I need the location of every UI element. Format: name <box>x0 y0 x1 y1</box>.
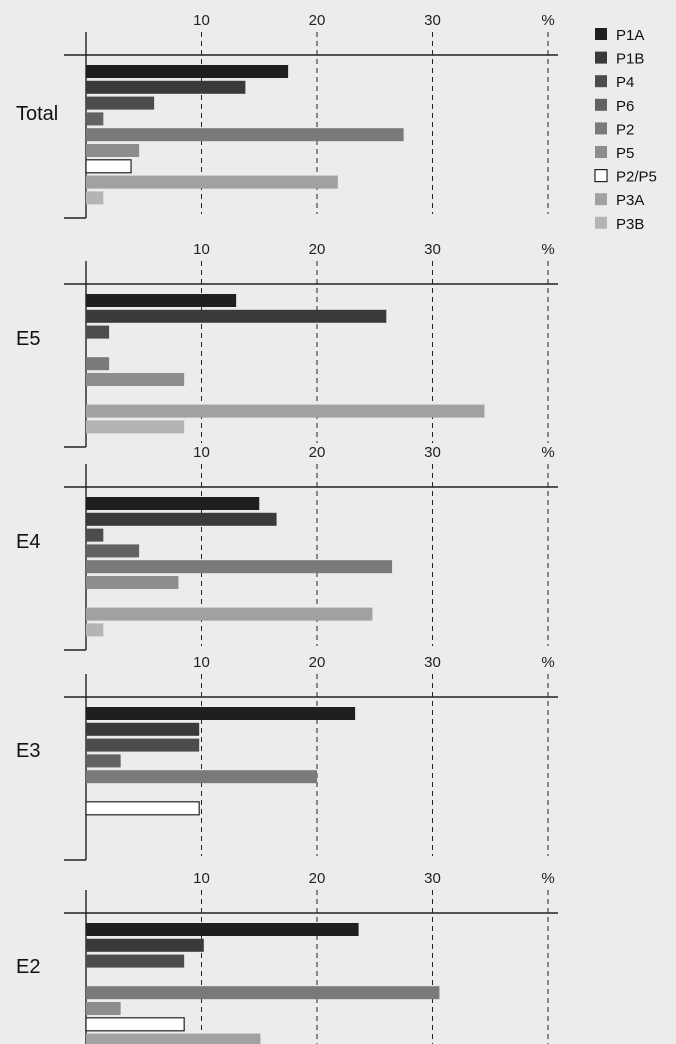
bar-p5 <box>86 576 179 589</box>
legend-swatch <box>595 28 607 40</box>
bar-p3b <box>86 420 185 434</box>
x-tick-label: 30 <box>424 444 441 461</box>
bar-p1b <box>86 80 246 94</box>
legend-label: P3A <box>616 192 644 209</box>
bar-p2-p5 <box>85 1017 185 1032</box>
legend-swatch <box>595 193 607 206</box>
x-tick-label: 10 <box>193 12 210 29</box>
bar-p1b <box>86 309 387 323</box>
bar-p2 <box>86 357 110 371</box>
bar-p6 <box>86 754 121 768</box>
x-tick-label: 20 <box>309 241 326 258</box>
legend-swatch <box>594 169 608 183</box>
bar-p5 <box>86 373 185 386</box>
bar-p2 <box>86 560 393 574</box>
bar-p1a <box>86 707 356 720</box>
bar-p1a <box>86 294 237 307</box>
panel-label: E5 <box>16 328 40 350</box>
bar-p3a <box>86 1033 261 1044</box>
panel-e3: 10 20 30 % E3 <box>16 654 558 861</box>
x-tick-label: 10 <box>193 654 210 671</box>
legend-swatch <box>595 51 607 64</box>
bar-p2 <box>86 128 404 142</box>
legend-label: P1A <box>616 27 644 44</box>
x-tick-label: 20 <box>309 870 326 887</box>
bar-p3b <box>86 623 104 637</box>
x-tick-label: 20 <box>309 12 326 29</box>
x-unit-label: % <box>541 444 554 461</box>
x-unit-label: % <box>541 241 554 258</box>
bar-p1b <box>86 938 204 952</box>
x-tick-label: 20 <box>309 654 326 671</box>
bar-p4 <box>86 325 110 339</box>
panel-total: 10 20 30 % Total <box>16 12 558 219</box>
legend-label: P4 <box>616 74 634 91</box>
legend-label: P1B <box>616 51 644 68</box>
x-tick-label: 30 <box>424 870 441 887</box>
x-tick-label: 30 <box>424 654 441 671</box>
bar-p4 <box>86 954 185 968</box>
bar-p5 <box>86 1002 121 1015</box>
legend-label: P2 <box>616 121 634 138</box>
legend-swatch <box>595 122 607 135</box>
panel-label: Total <box>16 103 58 125</box>
x-unit-label: % <box>541 654 554 671</box>
legend: P1A P1B P4 P6 P2 P5 P2/P5 P3A P3B <box>594 27 657 233</box>
legend-label: P6 <box>616 98 634 115</box>
bar-p4 <box>86 738 200 752</box>
x-tick-label: 30 <box>424 241 441 258</box>
panel-e5: 10 20 30 % E5 <box>16 241 558 448</box>
bar-p1b <box>86 512 277 526</box>
bar-p6 <box>86 544 140 558</box>
bar-p6 <box>86 112 104 126</box>
bar-p1a <box>86 65 289 78</box>
bar-p3b <box>86 191 104 205</box>
x-tick-label: 10 <box>193 444 210 461</box>
legend-label: P5 <box>616 145 634 162</box>
legend-swatch <box>595 216 607 229</box>
legend-swatch <box>595 75 607 88</box>
legend-label: P2/P5 <box>616 169 657 186</box>
panel-e2: 10 20 30 % E2 <box>16 870 558 1044</box>
bar-p4 <box>86 96 155 110</box>
legend-label: P3B <box>616 216 644 233</box>
panel-label: E2 <box>16 956 40 978</box>
bar-p4 <box>86 528 104 542</box>
x-tick-label: 10 <box>193 870 210 887</box>
bar-p3a <box>86 175 338 189</box>
bar-p3a <box>86 404 485 418</box>
bar-p1b <box>86 722 200 736</box>
x-unit-label: % <box>541 870 554 887</box>
bar-p2 <box>86 770 317 784</box>
panel-e4: 10 20 30 % E4 <box>16 444 558 651</box>
bar-p5 <box>86 144 140 157</box>
bar-p2-p5 <box>85 159 132 174</box>
bar-p2-p5 <box>85 801 200 816</box>
bar-p1a <box>86 497 260 510</box>
panel-label: E3 <box>16 740 40 762</box>
x-unit-label: % <box>541 12 554 29</box>
bar-p1a <box>86 923 359 936</box>
x-tick-label: 10 <box>193 241 210 258</box>
legend-swatch <box>595 98 607 111</box>
x-tick-label: 20 <box>309 444 326 461</box>
bar-p2 <box>86 986 440 1000</box>
bar-p3a <box>86 607 373 621</box>
panel-label: E4 <box>16 531 40 553</box>
legend-swatch <box>595 146 607 158</box>
x-tick-label: 30 <box>424 12 441 29</box>
